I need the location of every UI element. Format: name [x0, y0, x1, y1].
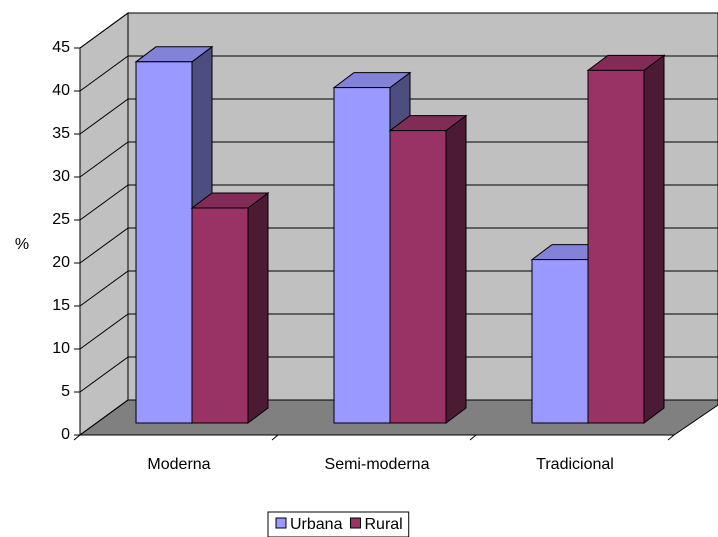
grid-line — [79, 141, 129, 178]
bar — [333, 87, 391, 424]
x-tick — [271, 434, 279, 441]
legend-swatch — [275, 517, 287, 529]
bar — [389, 130, 447, 424]
grid-line — [79, 184, 129, 221]
y-tick-label: 25 — [52, 211, 70, 228]
bar-side — [247, 192, 269, 424]
x-tick — [667, 434, 675, 441]
x-tick-label: Moderna — [147, 456, 210, 473]
bar — [531, 259, 589, 424]
grid-line — [79, 356, 129, 393]
grid-line — [79, 98, 129, 135]
x-tick-label: Semi-moderna — [325, 456, 430, 473]
legend-label: Rural — [364, 516, 402, 533]
y-tick-label: 15 — [52, 297, 70, 314]
bar — [587, 69, 645, 424]
grid-line — [79, 270, 129, 307]
grid-line — [79, 12, 129, 49]
legend: Urbana Rural — [267, 511, 410, 537]
y-tick-label: 10 — [52, 340, 70, 357]
y-tick-label: 35 — [52, 125, 70, 142]
grid-line — [79, 399, 129, 436]
y-tick-label: 40 — [52, 82, 70, 99]
bar — [191, 207, 249, 424]
y-tick-label: 0 — [61, 426, 70, 443]
bar-side — [643, 54, 665, 424]
legend-swatch — [349, 517, 361, 529]
x-tick — [469, 434, 477, 441]
side-wall — [79, 12, 129, 436]
legend-label: Urbana — [290, 516, 343, 533]
x-tick — [73, 434, 81, 441]
grid-line — [79, 55, 129, 92]
y-tick-label: 45 — [52, 39, 70, 56]
legend-box — [267, 511, 410, 537]
y-tick-label: 5 — [61, 383, 70, 400]
y-tick-label: 20 — [52, 254, 70, 271]
grid-line — [79, 227, 129, 264]
x-tick-label: Tradicional — [536, 456, 614, 473]
bar-side — [445, 114, 467, 424]
y-axis-label: % — [15, 236, 29, 253]
grid-line — [79, 313, 129, 350]
y-tick-label: 30 — [52, 168, 70, 185]
bar — [135, 61, 193, 424]
